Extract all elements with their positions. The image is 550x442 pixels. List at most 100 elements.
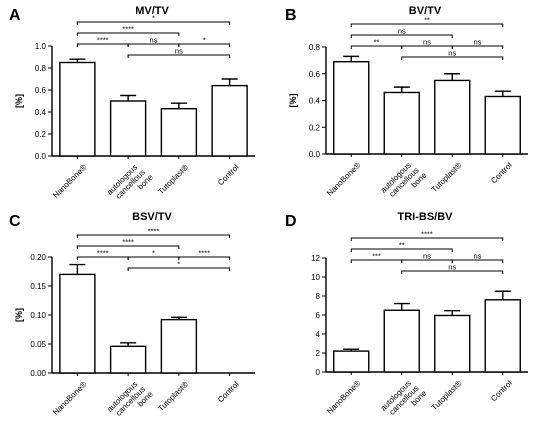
y-tick-label: 10 (311, 273, 320, 282)
significance-label: * (177, 260, 180, 269)
chart-title: MV/TV (135, 5, 169, 17)
significance-label: ns (448, 263, 456, 272)
significance-label: * (203, 36, 206, 45)
significance-label: **** (148, 227, 160, 236)
panel-letter: A (9, 7, 21, 24)
x-tick-label: autologouscancellousbone (105, 376, 155, 426)
significance-label: **** (97, 249, 109, 258)
x-tick-label: autologouscancellousbone (379, 375, 429, 425)
significance-label: **** (97, 36, 109, 45)
x-tick-label: NanoBone® (51, 380, 88, 417)
y-tick-label: 4 (316, 330, 321, 339)
y-tick-label: 0.0 (309, 150, 321, 159)
y-tick-label: 1.0 (35, 42, 47, 51)
bar (333, 350, 370, 373)
y-tick-label: 0.6 (35, 86, 47, 95)
significance-label: ns (423, 252, 431, 261)
x-tick-label: Tutoplast® (430, 161, 464, 195)
bar (109, 345, 147, 374)
significance-label: *** (372, 252, 381, 261)
chart-title: BV/TV (409, 5, 442, 17)
significance-bracket (178, 43, 231, 47)
significance-bracket (76, 21, 231, 25)
x-tick-label: autologouscancellousbone (105, 159, 155, 209)
panel-letter: B (285, 7, 297, 24)
significance-label: **** (198, 249, 210, 258)
panel-letter: C (9, 213, 21, 230)
significance-bracket (350, 237, 504, 241)
bar (434, 79, 471, 155)
y-axis-label: [%] (14, 94, 24, 108)
bar (160, 318, 198, 374)
x-tick-label: autologouscancellousbone (379, 157, 429, 207)
significance-label: **** (122, 25, 134, 34)
y-tick-label: 0 (316, 368, 321, 377)
x-tick-label: NanoBone® (51, 163, 88, 200)
y-tick-label: 0.15 (30, 282, 46, 291)
significance-label: **** (122, 238, 134, 247)
chart-title: TRI-BS/BV (398, 211, 454, 223)
y-tick-label: 0.10 (30, 311, 46, 320)
bar (484, 299, 521, 373)
bar (160, 107, 198, 157)
significance-label: ** (424, 16, 430, 25)
y-tick-label: 0.4 (309, 97, 321, 106)
significance-bracket (451, 45, 504, 49)
bar (434, 314, 471, 373)
significance-label: ns (448, 49, 456, 58)
y-tick-label: 0.05 (30, 340, 46, 349)
significance-bracket (127, 54, 231, 58)
bar (383, 91, 420, 155)
x-tick-label: NanoBone® (325, 379, 362, 416)
significance-label: * (152, 14, 155, 23)
panel-a: A MV/TV 0.0 0.2 0.4 0.6 0.8 1.0 [%] NanoBone® auto… (9, 5, 255, 209)
significance-label: ns (474, 252, 482, 261)
y-tick-label: 0.20 (30, 253, 46, 262)
significance-label: ns (398, 27, 406, 36)
significance-bracket (350, 248, 453, 252)
significance-bracket (76, 234, 231, 238)
x-tick-label: NanoBone® (325, 161, 362, 198)
significance-bracket (76, 32, 180, 36)
x-tick-label: Control (216, 380, 241, 405)
x-tick-label: Control (216, 163, 241, 188)
x-tick-label: Tutoplast® (430, 379, 464, 413)
significance-bracket (451, 259, 504, 263)
y-tick-label: 0.00 (30, 369, 46, 378)
significance-bracket (178, 256, 231, 260)
y-tick-label: 0.8 (309, 43, 321, 52)
bar (59, 61, 96, 157)
significance-bracket (76, 245, 180, 249)
y-tick-label: 0.0 (35, 152, 47, 161)
bar (333, 61, 370, 155)
y-axis-label: [%] (14, 308, 24, 322)
x-tick-label: Control (489, 161, 514, 186)
y-tick-label: 0.4 (35, 108, 47, 117)
y-axis-label: [%] (288, 94, 298, 108)
panel-letter: D (285, 213, 297, 230)
significance-bracket (350, 34, 453, 38)
panel-d: D TRI-BS/BV 0 2 4 6 8 10 12 NanoBone® autologousca… (285, 211, 528, 425)
significance-label: ns (423, 38, 431, 47)
y-tick-label: 0.6 (309, 70, 321, 79)
y-tick-label: 0.2 (35, 130, 47, 139)
significance-bracket (350, 23, 504, 27)
bar (484, 95, 521, 155)
significance-label: ns (474, 38, 482, 47)
x-tick-label: Control (489, 379, 514, 404)
significance-label: * (152, 249, 155, 258)
y-tick-label: 0.2 (309, 123, 321, 132)
significance-bracket (401, 270, 504, 274)
x-tick-label: Tutoplast® (156, 163, 190, 197)
y-tick-label: 12 (311, 254, 320, 263)
panel-c: C BSV/TV 0.00 0.05 0.10 0.15 0.20 [%] NanoBone® a… (9, 211, 255, 426)
y-tick-label: 2 (316, 349, 321, 358)
significance-label: ** (399, 241, 405, 250)
bar (109, 100, 147, 157)
bar (59, 273, 96, 374)
x-tick-label: Tutoplast® (156, 380, 190, 414)
significance-label: ns (150, 36, 158, 45)
panel-b: B BV/TV 0.0 0.2 0.4 0.6 0.8 [%] NanoBone® autolog… (285, 5, 528, 207)
y-tick-label: 0.8 (35, 64, 47, 73)
